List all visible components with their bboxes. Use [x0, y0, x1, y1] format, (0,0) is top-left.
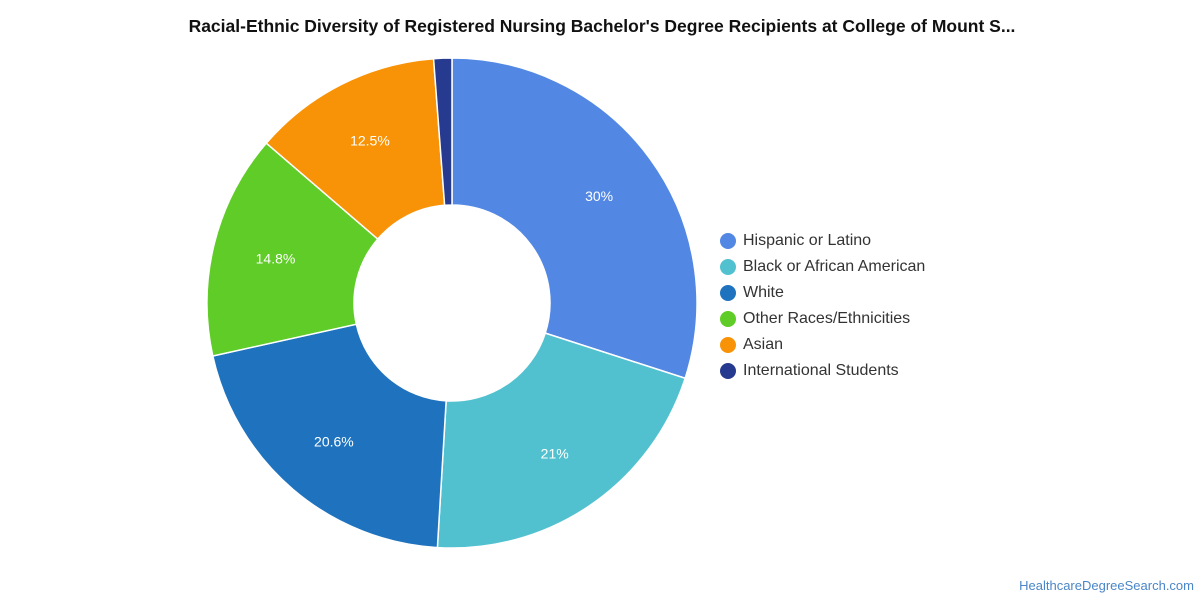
legend-swatch: [720, 311, 736, 327]
slice-value-label: 21%: [541, 445, 569, 461]
legend-label: Hispanic or Latino: [743, 232, 872, 249]
donut-slice-hispanic-or-latino[interactable]: [451, 57, 698, 380]
legend-item-black-or-african-american[interactable]: Black or African American: [720, 254, 925, 280]
legend-swatch: [720, 363, 736, 379]
donut-slice-other-races-ethnicities[interactable]: [206, 142, 379, 357]
chart-legend: Hispanic or Latino Black or African Amer…: [720, 228, 925, 384]
legend-swatch: [720, 337, 736, 353]
legend-item-white[interactable]: White: [720, 280, 925, 306]
legend-swatch: [720, 285, 736, 301]
legend-item-other-races-ethnicities[interactable]: Other Races/Ethnicities: [720, 306, 925, 332]
donut-slice-asian[interactable]: [265, 57, 446, 241]
legend-swatch: [720, 259, 736, 275]
legend-label: Black or African American: [743, 258, 926, 275]
legend-label: International Students: [743, 362, 899, 379]
source-link[interactable]: HealthcareDegreeSearch.com: [1019, 578, 1194, 593]
legend-item-asian[interactable]: Asian: [720, 332, 925, 358]
legend-label: Other Races/Ethnicities: [743, 310, 911, 327]
legend-label: Asian: [743, 336, 784, 353]
slice-value-label: 12.5%: [350, 133, 390, 149]
donut-slice-white[interactable]: [211, 323, 447, 549]
donut-slice-international-students[interactable]: [432, 57, 453, 207]
legend-label: White: [743, 284, 784, 301]
legend-item-hispanic-or-latino[interactable]: Hispanic or Latino: [720, 228, 925, 254]
slice-value-label: 20.6%: [314, 433, 354, 449]
legend-swatch: [720, 233, 736, 249]
legend-item-international-students[interactable]: International Students: [720, 358, 925, 384]
slice-value-label: 30%: [585, 188, 613, 204]
chart-title: Racial-Ethnic Diversity of Registered Nu…: [188, 16, 1016, 36]
slice-value-label: 14.8%: [256, 251, 296, 267]
donut-slice-black-or-african-american[interactable]: [436, 332, 687, 549]
